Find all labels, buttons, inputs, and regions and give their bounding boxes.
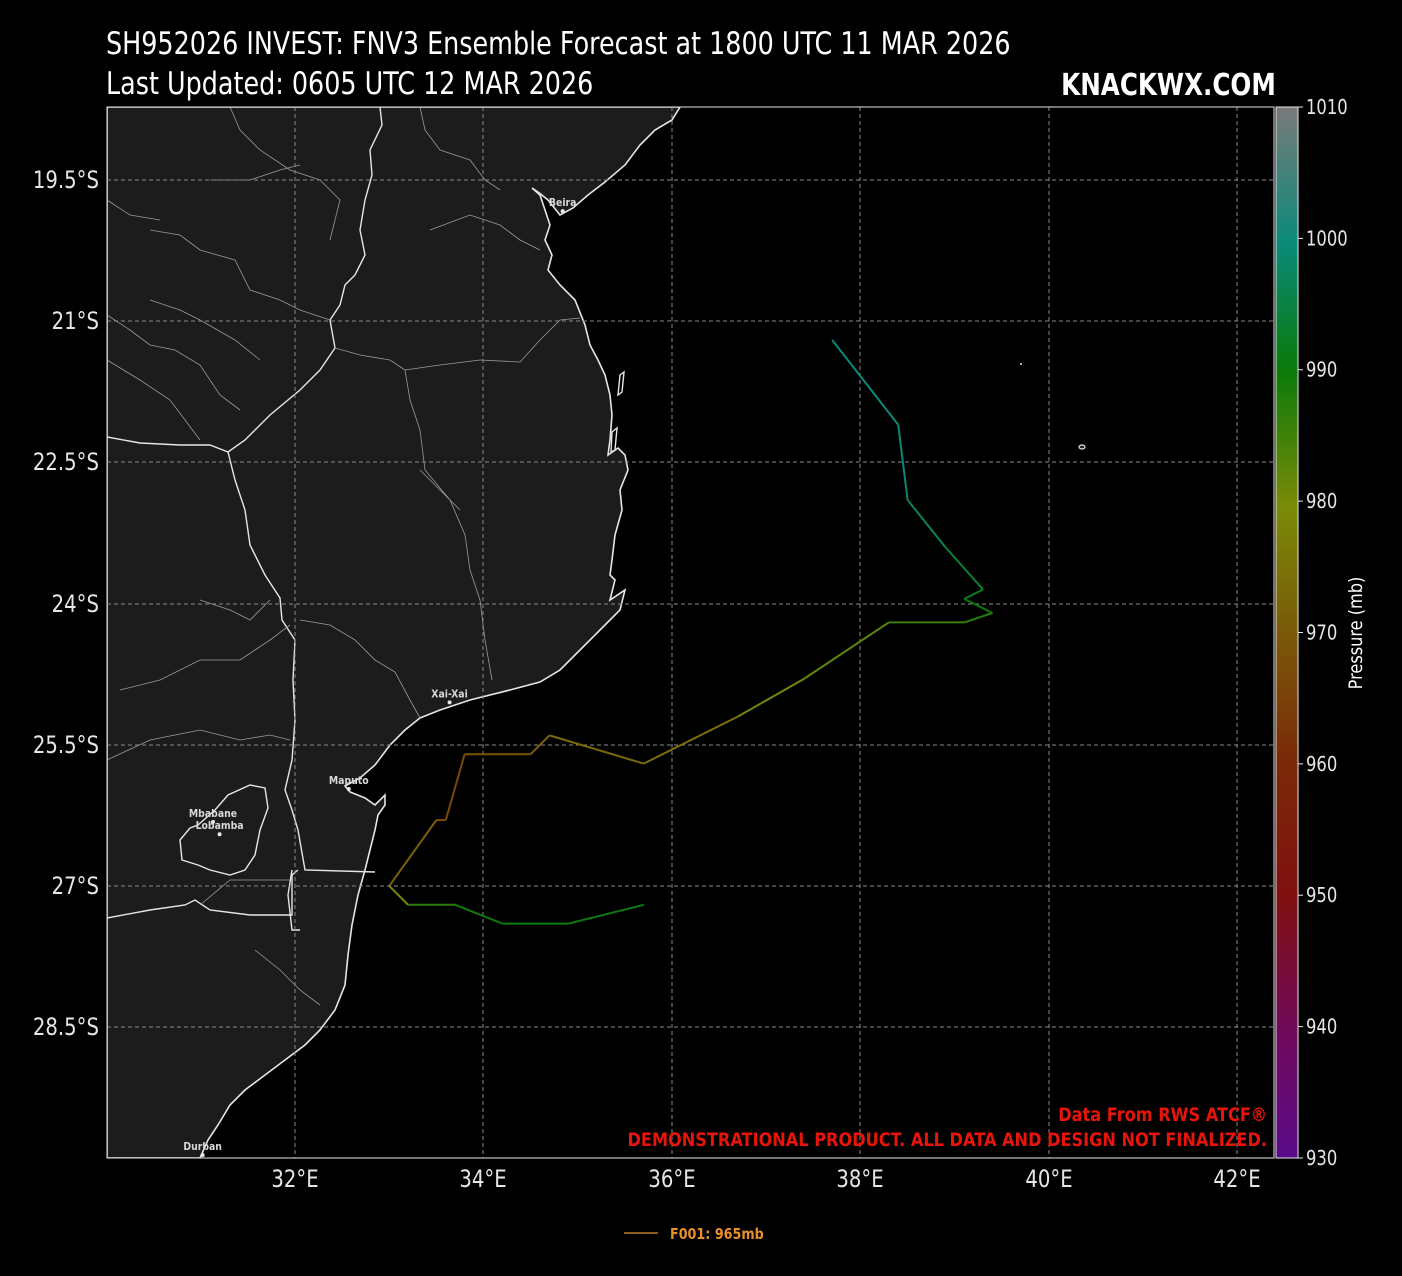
province-borders bbox=[107, 107, 581, 1006]
city-marker bbox=[447, 700, 452, 705]
track-segment bbox=[549, 734, 645, 765]
city-label: Lobamba bbox=[196, 821, 244, 833]
colorbar-tick-label: 970 bbox=[1306, 622, 1337, 645]
lat-label: 24°S bbox=[52, 591, 99, 618]
track-segment bbox=[906, 499, 947, 548]
track-segment bbox=[388, 885, 409, 906]
colorbar-tick-label: 940 bbox=[1306, 1016, 1337, 1039]
track-segment bbox=[388, 819, 438, 887]
land-africa bbox=[107, 107, 681, 1158]
colorbar-tick-label: 980 bbox=[1306, 491, 1337, 514]
colorbar-tick-label: 950 bbox=[1306, 885, 1337, 908]
track-segment bbox=[963, 588, 984, 600]
colorbar-tick-label: 930 bbox=[1306, 1148, 1337, 1171]
gridlines bbox=[107, 107, 1274, 1158]
city-marker bbox=[560, 209, 565, 214]
legend: F001: 965mb bbox=[624, 1226, 764, 1243]
track-segment bbox=[897, 424, 909, 501]
city-label: Mbabane bbox=[189, 808, 237, 820]
city-marker bbox=[211, 819, 216, 824]
lon-label: 32°E bbox=[271, 1166, 318, 1193]
lat-label: 21°S bbox=[52, 308, 99, 335]
lon-label: 36°E bbox=[648, 1166, 695, 1193]
lon-label: 38°E bbox=[836, 1166, 883, 1193]
city-marker bbox=[346, 787, 351, 792]
island-europa bbox=[1078, 444, 1086, 450]
track-segment bbox=[944, 546, 984, 591]
colorbar-tick-label: 1000 bbox=[1306, 228, 1348, 251]
lon-label: 42°E bbox=[1213, 1166, 1260, 1193]
track-segment bbox=[831, 339, 899, 426]
last-updated: Last Updated: 0605 UTC 12 MAR 2026 bbox=[106, 66, 594, 102]
lon-axis: 32°E 34°E 36°E 38°E 40°E 42°E bbox=[271, 1166, 1260, 1193]
track-segment bbox=[737, 678, 805, 718]
coastal-lake bbox=[617, 370, 625, 397]
lat-label: 28.5°S bbox=[33, 1014, 99, 1041]
track-segment bbox=[568, 903, 644, 925]
data-source-credit: Data From RWS ATCF® bbox=[1058, 1105, 1267, 1127]
track-segment bbox=[643, 715, 739, 765]
city-marker bbox=[217, 832, 222, 837]
track-segment bbox=[803, 621, 890, 680]
lat-label: 25.5°S bbox=[33, 732, 99, 759]
track-segment bbox=[963, 597, 993, 614]
colorbar-tick-label: 960 bbox=[1306, 753, 1337, 776]
track-segment bbox=[454, 903, 503, 925]
city-label: Xai-Xai bbox=[431, 689, 467, 701]
lon-label: 34°E bbox=[459, 1166, 506, 1193]
city-label: Beira bbox=[549, 197, 577, 209]
chart-title: SH952026 INVEST: FNV3 Ensemble Forecast … bbox=[106, 26, 1011, 62]
city-label: Maputo bbox=[329, 775, 369, 787]
colorbar-tick-label: 1010 bbox=[1306, 97, 1348, 120]
lat-axis: 19.5°S 21°S 22.5°S 24°S 25.5°S 27°S 28.5… bbox=[33, 167, 99, 1041]
lat-label: 27°S bbox=[52, 873, 99, 900]
track-layer bbox=[388, 339, 993, 925]
lon-label: 40°E bbox=[1025, 1166, 1072, 1193]
lat-label: 22.5°S bbox=[33, 449, 99, 476]
track-segment bbox=[963, 612, 993, 624]
city-label: Durban bbox=[183, 1142, 222, 1154]
colorbar-label: Pressure (mb) bbox=[1346, 577, 1368, 690]
country-borders bbox=[107, 107, 383, 931]
credits: Data From RWS ATCF® DEMONSTRATIONAL PROD… bbox=[628, 1105, 1267, 1152]
track-segment bbox=[529, 734, 551, 755]
lat-label: 19.5°S bbox=[33, 167, 99, 194]
city-marker bbox=[200, 1153, 205, 1158]
track-segment bbox=[444, 753, 466, 821]
colorbar-tick-label: 990 bbox=[1306, 359, 1337, 382]
legend-entry: F001: 965mb bbox=[670, 1226, 764, 1243]
colorbar-ticks: 1010 1000 990 980 970 960 950 940 930 bbox=[1298, 97, 1348, 1171]
disclaimer-text: DEMONSTRATIONAL PRODUCT. ALL DATA AND DE… bbox=[628, 1130, 1267, 1152]
island-bassas-da-india bbox=[1020, 363, 1022, 365]
map-frame bbox=[106, 106, 1275, 1159]
pressure-colorbar bbox=[1275, 106, 1299, 1159]
coastal-lake bbox=[610, 426, 618, 454]
brand-logo: KNACKWX.COM bbox=[1061, 68, 1276, 103]
